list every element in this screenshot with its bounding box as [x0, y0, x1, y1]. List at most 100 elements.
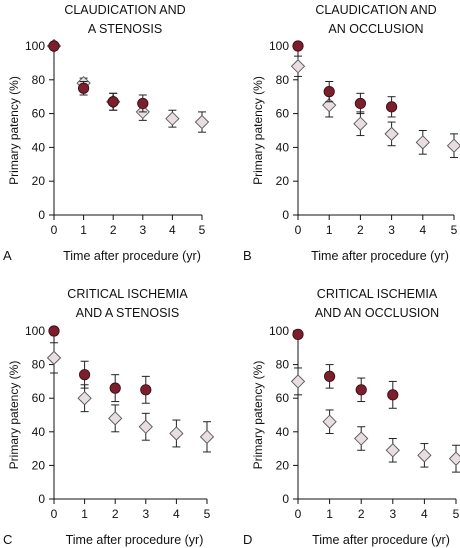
data-point-circle — [323, 370, 336, 382]
x-tick-label: 1 — [326, 223, 333, 237]
x-tick-label: 1 — [80, 223, 87, 237]
x-tick-label: 2 — [112, 507, 119, 521]
y-tick-label: 100 — [25, 39, 45, 53]
x-tick-label: 4 — [419, 223, 426, 237]
chart-panel-a: CLAUDICATION AND A STENOSIS 0 20 40 60 80 100 0 1… — [3, 3, 210, 263]
data-point-circle — [140, 384, 152, 396]
x-tick-label: 5 — [453, 507, 460, 521]
data-point-diamond — [354, 431, 369, 446]
x-tick-label: 1 — [81, 507, 88, 521]
y-tick-label: 0 — [282, 492, 289, 506]
chart-title-line: AN OCCLUSION — [328, 22, 423, 36]
x-tick-label: 5 — [199, 223, 206, 237]
x-tick-label: 5 — [204, 507, 211, 521]
x-tick-label: 2 — [110, 223, 117, 237]
y-tick-label: 100 — [269, 324, 289, 338]
y-tick-label: 40 — [32, 140, 46, 154]
x-axis-label: Time after procedure (yr) — [66, 533, 204, 547]
data-point-circle — [385, 101, 398, 113]
x-tick-label: 0 — [51, 223, 58, 237]
data-point-diamond — [108, 411, 123, 426]
y-axis-label: Primary patency (%) — [251, 361, 265, 470]
data-point-diamond — [353, 116, 368, 131]
data-point-diamond — [322, 414, 337, 429]
data-point-diamond — [138, 419, 153, 434]
y-tick-label: 60 — [276, 107, 290, 121]
y-tick-label: 60 — [32, 107, 46, 121]
y-tick-label: 40 — [276, 425, 290, 439]
data-point-diamond — [290, 374, 306, 389]
x-tick-label: 0 — [295, 507, 302, 521]
data-point-circle — [137, 97, 149, 110]
y-axis-label: Primary patency (%) — [251, 76, 265, 185]
x-tick-label: 1 — [326, 507, 333, 521]
x-tick-label: 0 — [295, 223, 302, 237]
y-tick-label: 80 — [276, 73, 290, 87]
data-point-diamond — [199, 429, 215, 444]
y-tick-label: 80 — [276, 358, 290, 372]
data-point-circle — [109, 382, 121, 394]
x-tick-label: 2 — [357, 223, 364, 237]
data-point-circle — [323, 86, 335, 98]
data-point-diamond — [448, 451, 460, 466]
x-axis-label: Time after procedure (yr) — [63, 249, 201, 263]
y-tick-label: 0 — [38, 208, 45, 222]
y-tick-label: 80 — [32, 73, 46, 87]
data-point-diamond — [165, 111, 180, 126]
x-tick-label: 4 — [421, 507, 428, 521]
data-point-diamond — [194, 114, 210, 130]
data-point-circle — [78, 82, 90, 94]
chart-title-line: CLAUDICATION AND — [315, 3, 436, 17]
data-point-circle — [48, 40, 60, 52]
y-tick-label: 100 — [269, 39, 289, 53]
x-tick-label: 3 — [142, 507, 149, 521]
x-tick-label: 4 — [173, 507, 180, 521]
y-tick-label: 100 — [25, 324, 45, 338]
y-axis-label: Primary patency (%) — [7, 76, 21, 185]
x-tick-label: 3 — [139, 223, 146, 237]
data-point-circle — [354, 97, 366, 110]
data-point-diamond — [415, 135, 430, 150]
y-tick-label: 40 — [32, 425, 46, 439]
data-point-circle — [355, 384, 367, 396]
y-tick-label: 0 — [38, 492, 45, 506]
y-tick-label: 80 — [32, 358, 46, 372]
panel-letter: C — [3, 532, 12, 547]
panel-letter: B — [243, 248, 252, 263]
x-tick-label: 3 — [389, 507, 396, 521]
data-point-circle — [48, 325, 60, 337]
chart-title-line: CLAUDICATION AND — [64, 3, 185, 17]
panel-letter: A — [3, 248, 12, 263]
data-point-diamond — [169, 426, 184, 441]
panel-letter: D — [243, 532, 252, 547]
y-tick-label: 60 — [32, 391, 46, 405]
y-tick-label: 60 — [276, 391, 290, 405]
data-point-diamond — [446, 138, 460, 153]
y-tick-label: 20 — [276, 174, 290, 188]
x-tick-label: 0 — [51, 507, 58, 521]
data-point-diamond — [77, 391, 92, 406]
data-point-diamond — [385, 443, 400, 458]
chart-title-line: AND AN OCCLUSION — [315, 306, 439, 320]
data-point-circle — [292, 328, 304, 340]
data-point-circle — [107, 96, 119, 108]
y-tick-label: 40 — [276, 140, 290, 154]
x-tick-label: 4 — [169, 223, 176, 237]
chart-title-line: A STENOSIS — [88, 22, 162, 36]
chart-title-line: CRITICAL ISCHEMIA — [317, 287, 438, 301]
x-tick-label: 3 — [388, 223, 395, 237]
chart-title-line: CRITICAL ISCHEMIA — [67, 287, 188, 301]
x-tick-label: 2 — [358, 507, 365, 521]
chart-title-line: AND A STENOSIS — [76, 306, 180, 320]
x-axis-label: Time after procedure (yr) — [312, 533, 450, 547]
y-tick-label: 0 — [282, 208, 289, 222]
data-point-circle — [292, 40, 304, 52]
y-axis-label: Primary patency (%) — [7, 361, 21, 470]
x-tick-label: 5 — [451, 223, 458, 237]
data-point-diamond — [290, 59, 306, 74]
data-point-circle — [387, 389, 399, 401]
